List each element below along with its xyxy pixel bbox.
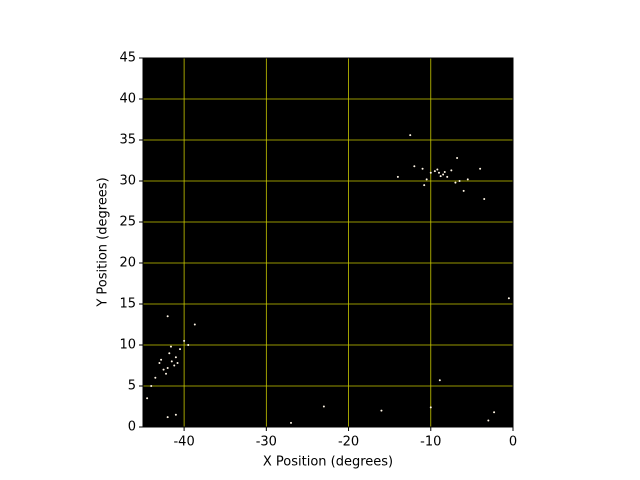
point [396,175,399,178]
point [166,315,169,318]
x-tick-label: 0 [509,435,517,450]
point [179,348,181,351]
y-tick-label: 40 [119,92,136,107]
x-axis-label: X Position (degrees) [263,455,393,470]
point [187,344,190,346]
point [429,406,432,409]
point [154,376,157,379]
x-tick-label: -20 [338,435,359,450]
point [150,385,153,387]
point [493,411,496,414]
point [160,358,163,361]
y-tick-label: 0 [128,420,136,435]
point [436,168,439,171]
point [462,189,465,192]
point [146,397,149,400]
y-tick-label: 30 [119,174,136,189]
point [174,356,177,359]
point [158,362,161,365]
y-tick-label: 20 [119,256,136,271]
point [479,167,482,170]
point [433,170,436,173]
point [438,171,440,174]
point [290,421,292,424]
point [193,323,196,326]
x-tick-label: -40 [173,435,194,450]
point [162,368,165,371]
point [176,362,179,365]
point [450,169,453,172]
point [169,345,172,348]
point [165,372,168,375]
point [322,405,325,408]
plot-frame [142,57,514,428]
x-tick-label: -30 [256,435,277,450]
y-tick-label: 45 [119,51,136,66]
point [487,419,490,422]
plot-background [143,58,513,427]
point [507,297,510,300]
point [173,364,176,367]
point [409,134,412,137]
point [458,180,461,182]
point [438,379,441,382]
point [421,167,424,170]
point [425,178,428,181]
point [166,366,169,369]
point [170,360,173,363]
point [442,173,445,176]
point [166,416,169,419]
point [454,181,457,184]
point [456,157,459,160]
y-tick-label: 25 [119,215,136,230]
y-tick-label: 15 [119,297,136,312]
point [168,352,171,355]
y-tick-label: 35 [119,133,136,148]
point [429,171,432,174]
point [174,413,177,416]
y-tick-label: 10 [119,338,136,353]
point [446,175,449,178]
point [183,339,186,342]
x-tick-label: -10 [420,435,441,450]
y-tick-label: 5 [128,379,136,394]
point [380,409,383,412]
point [439,175,442,178]
point [483,198,486,201]
point [443,170,446,173]
point [423,184,426,187]
point [466,178,469,181]
y-axis-label: Y Position (degrees) [96,177,111,307]
point [413,165,416,168]
